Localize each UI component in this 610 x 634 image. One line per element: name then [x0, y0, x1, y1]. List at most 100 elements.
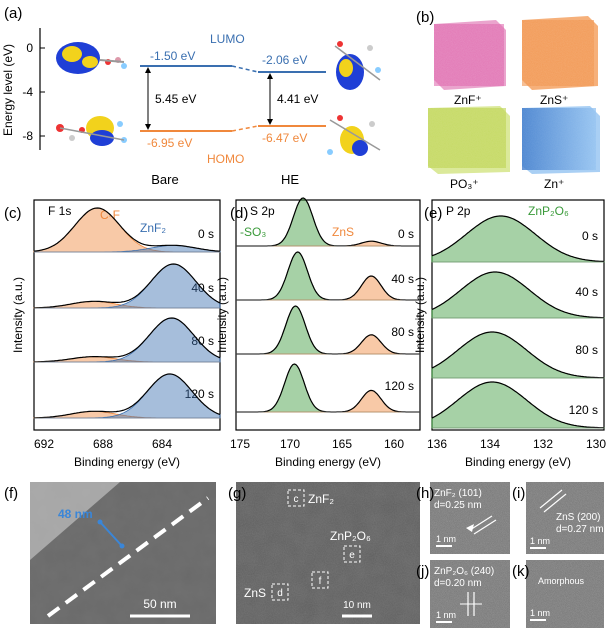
panel-letter-e: (e): [424, 205, 442, 222]
c-xlabel: Binding energy (eV): [74, 455, 180, 469]
panel-letter-d: (d): [230, 205, 248, 222]
d-xtick-1: 170: [280, 437, 300, 451]
bare-homo-orbital: [56, 116, 127, 146]
e-time-1: 40 s: [575, 285, 598, 299]
d-xlabel: Binding energy (eV): [275, 455, 381, 469]
e-peak-znp2o6: ZnP₂O₆: [528, 204, 569, 218]
cube-label-1: ZnS⁺: [540, 93, 568, 107]
f-interface-line: [46, 496, 210, 618]
j-text1: ZnP₂O₆ (240): [434, 566, 494, 577]
xps-peak-1-3-1: [236, 389, 420, 413]
panel-letter-f: (f): [4, 485, 18, 502]
panel-letter-a: (a): [4, 5, 22, 22]
panel-d: (d) Intensity (a.u.) S 2p -SO₃ ZnS 175 1…: [215, 199, 421, 469]
cube-label-0: ZnF⁺: [454, 93, 482, 107]
c-xtick-0: 692: [34, 437, 54, 451]
h-text1: ZnF₂ (101): [434, 488, 482, 499]
panel-h: ZnF₂ (101) d=0.25 nm 1 nm (h): [416, 482, 510, 554]
g-box-c: c: [294, 494, 299, 505]
c-xtick-2: 684: [152, 437, 172, 451]
panel-letter-k: (k): [512, 563, 530, 580]
c-xtick-1: 688: [93, 437, 113, 451]
lumo-label: LUMO: [210, 32, 245, 46]
e-xtick-3: 130: [586, 437, 606, 451]
c-time-2: 80 s: [191, 334, 214, 348]
bare-gap: 5.45 eV: [155, 92, 196, 106]
bare-lumo-orbital: [56, 42, 127, 74]
he-homo-value: -6.47 eV: [262, 131, 307, 145]
e-ylabel: Intensity (a.u.): [413, 277, 427, 353]
f-scale: 50 nm: [143, 597, 176, 611]
g-box-e: e: [349, 550, 355, 561]
d-time-3: 120 s: [385, 379, 414, 393]
e-title: P 2p: [446, 204, 471, 218]
d-xtick-0: 175: [230, 437, 250, 451]
g-box-f: f: [319, 576, 322, 587]
e-xtick-2: 132: [533, 437, 553, 451]
xps-peak-0-3-1: [34, 373, 221, 419]
c-time-0: 0 s: [198, 227, 214, 241]
cube-zns: [522, 16, 598, 90]
a-ytick-0: 0: [26, 41, 33, 55]
h-scale: 1 nm: [436, 534, 456, 544]
k-text1: Amorphous: [538, 576, 585, 586]
g-label-zns: ZnS: [244, 586, 266, 600]
d-time-2: 80 s: [391, 325, 414, 339]
c-frame: [33, 199, 221, 431]
panel-a: (a) 0 -4 -8 Energy level (eV): [1, 5, 381, 187]
he-homo-orbital: [327, 115, 381, 156]
bare-lumo-value: -1.50 eV: [150, 49, 195, 63]
i-scale: 1 nm: [530, 536, 550, 546]
xps-fit-0-3: [34, 373, 221, 419]
he-lumo-value: -2.06 eV: [262, 53, 307, 67]
xps-fit-2-1: [431, 271, 604, 319]
he-label: HE: [281, 172, 299, 187]
panel-e: (e) Intensity (a.u.) P 2p ZnP₂O₆ 136 134…: [413, 199, 606, 469]
xps-curves: [33, 197, 605, 429]
panel-letter-j: (j): [416, 563, 429, 580]
d-time-1: 40 s: [391, 272, 414, 286]
panel-i: ZnS (200) d=0.27 nm 1 nm (i): [512, 482, 604, 554]
a-ytick-2: -8: [22, 129, 33, 143]
g-label-znf2: ZnF₂: [308, 492, 334, 506]
e-time-0: 0 s: [582, 229, 598, 243]
d-title: S 2p: [250, 204, 275, 218]
bare-label: Bare: [151, 172, 178, 187]
d-peak-so3: -SO₃: [240, 225, 266, 239]
xps-fit-2-0: [431, 215, 605, 263]
xps-fit-0-1: [34, 263, 221, 309]
he-gap: 4.41 eV: [277, 92, 318, 106]
panel-letter-b: (b): [416, 9, 434, 26]
panel-g: c ZnF₂ ZnP₂O₆ e f ZnS d 10 nm (g): [228, 482, 420, 624]
d-ylabel: Intensity (a.u.): [215, 277, 229, 353]
e-time-2: 80 s: [575, 343, 598, 357]
d-xtick-3: 160: [384, 437, 404, 451]
xps-fit-0-0: [33, 207, 221, 252]
cube-label-2: PO₃⁺: [450, 177, 479, 191]
k-scale: 1 nm: [530, 608, 550, 618]
a-ylabel: Energy level (eV): [1, 44, 15, 136]
panel-letter-h: (h): [416, 485, 434, 502]
f-thickness-marker: [99, 521, 123, 547]
d-peak-zns: ZnS: [332, 225, 354, 239]
j-text2: d=0.20 nm: [434, 578, 482, 589]
xps-fit-0-2: [34, 317, 221, 363]
c-title: F 1s: [48, 204, 71, 218]
panel-c: (c) Intensity (a.u.) F 1s C-F ZnF₂ 692 6…: [4, 199, 221, 469]
i-text1: ZnS (200): [556, 512, 600, 523]
panel-letter-i: (i): [512, 485, 525, 502]
g-box-d: d: [277, 588, 283, 599]
panel-b: (b) ZnF⁺ ZnS⁺ PO₃⁺ Zn⁺: [416, 9, 600, 191]
g-scale: 10 nm: [343, 600, 371, 611]
a-ytick-1: -4: [22, 85, 33, 99]
f-thickness: 48 nm: [58, 507, 93, 521]
xps-peak-0-2-1: [34, 317, 221, 363]
d-frame: [235, 199, 421, 431]
c-time-1: 40 s: [191, 281, 214, 295]
panel-letter-g: (g): [228, 485, 246, 502]
xps-peak-2-0-0: [431, 215, 605, 263]
e-time-3: 120 s: [569, 403, 598, 417]
e-xtick-0: 136: [427, 437, 447, 451]
xps-fit-2-3: [431, 381, 605, 429]
